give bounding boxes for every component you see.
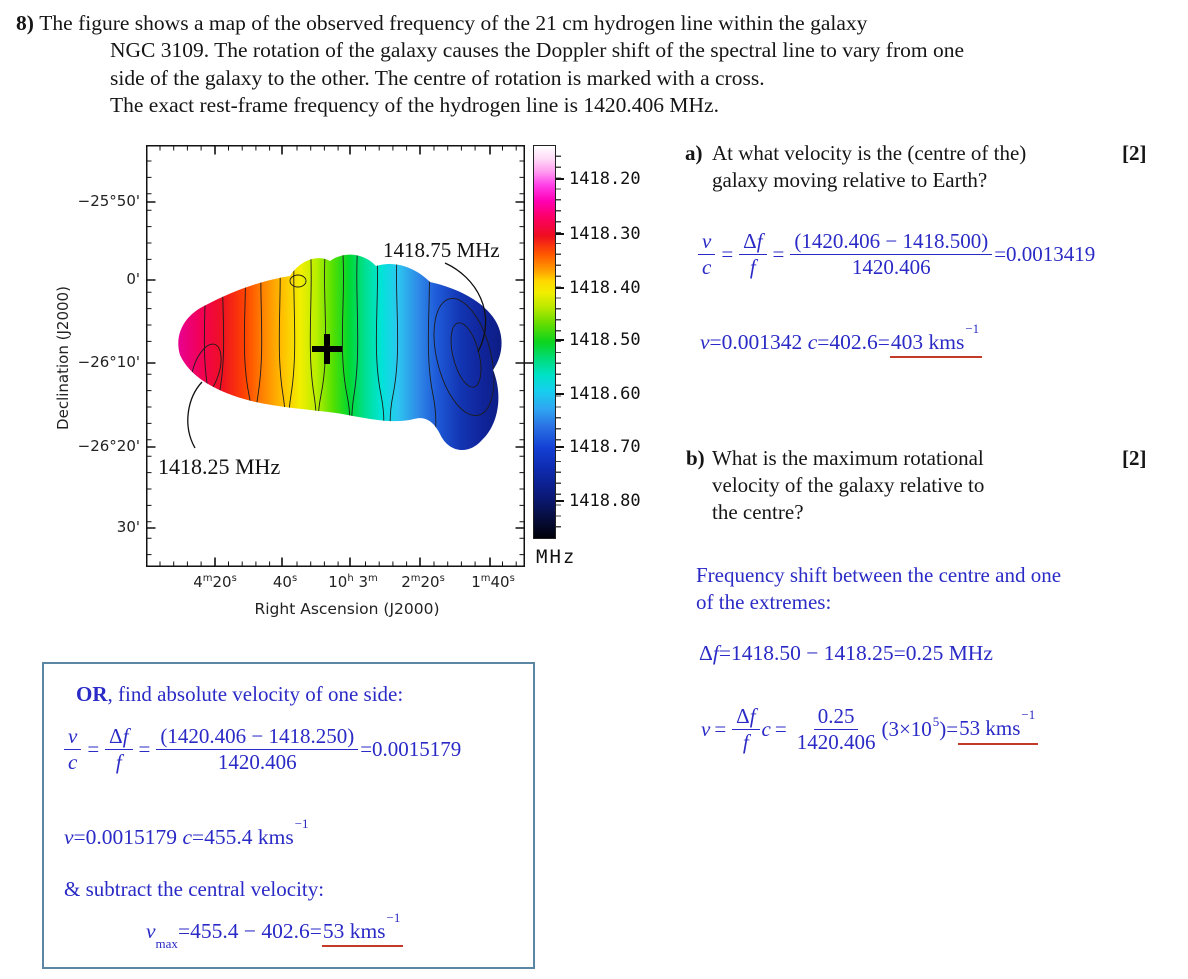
y-tick-label: −26°20' [77, 437, 140, 455]
part-a-question-line-2: galaxy moving relative to Earth? [712, 168, 988, 192]
colorbar-tick-label: 1418.70 [556, 437, 641, 457]
question-line-2: NGC 3109. The rotation of the galaxy cau… [110, 38, 964, 62]
part-b-marks: [2] [1122, 446, 1147, 470]
part-b-answer-equation: v = Δf f c = 0.25 1420.406 (3×10 5)= 53 kms… [701, 705, 1039, 754]
part-b-question-line-3: the centre? [712, 500, 804, 524]
annotation-leader-line-high [444, 262, 487, 353]
part-b-note-line-1: Frequency shift between the centre and o… [696, 563, 1062, 587]
part-a-marks: [2] [1122, 141, 1147, 165]
plot-frame [146, 145, 525, 567]
part-a-answer: 403 kms−1 [889, 321, 983, 359]
part-b-delta-equation: Δf=1418.50 − 1418.25=0.25 MHz [699, 641, 993, 665]
colorbar-tick-label: 1418.40 [556, 278, 641, 298]
or-final-answer: 53 kms−1 [321, 910, 404, 948]
y-tick-label: −25°50' [77, 192, 140, 210]
part-b-note-line-2: of the extremes: [696, 590, 832, 614]
colorbar-tick [556, 446, 564, 448]
colorbar-unit: MHz [536, 546, 577, 568]
colorbar [533, 145, 556, 539]
annotation-high-frequency: 1418.75 MHz [383, 238, 500, 262]
x-tick-label: 2m20s [401, 573, 445, 591]
x-tick-label: 1m40s [471, 573, 515, 591]
colorbar-tick-label: 1418.30 [556, 224, 641, 244]
part-b-question-line-2: velocity of the galaxy relative to [712, 473, 985, 497]
question-line-4: The exact rest-frame frequency of the hy… [110, 93, 719, 117]
or-final-answer-line: vmax=455.4 − 402.6=53 kms−1 [146, 910, 404, 951]
part-b-answer: 53 kms−1 [958, 707, 1039, 745]
part-a-answer-line: v=0.001342 c=402.6=403 kms−1 [700, 321, 983, 359]
alternative-method-box: OR, find absolute velocity of one side: … [42, 662, 535, 969]
colorbar-tick-label: 1418.60 [556, 384, 641, 404]
annotation-low-frequency: 1418.25 MHz [158, 454, 281, 479]
y-tick-label: −26°10' [77, 353, 140, 371]
part-b-label: b) [686, 446, 705, 470]
colorbar-tick [556, 233, 564, 235]
part-b-question-line-1: What is the maximum rotational [712, 446, 984, 470]
galaxy-blob [178, 254, 502, 451]
part-a-question-line-1: At what velocity is the (centre of the) [712, 141, 1027, 165]
question-number: 8) [16, 11, 34, 35]
galaxy-frequency-map [146, 145, 534, 567]
x-tick-label: 4m20s [193, 573, 237, 591]
colorbar-tick [556, 500, 564, 502]
colorbar-tick [556, 287, 564, 289]
x-tick-label: 10h 3m [328, 573, 378, 591]
rotation-centre-cross-marker [312, 334, 342, 364]
y-tick-label: 30' [116, 518, 140, 536]
question-line-1: 8) The figure shows a map of the observe… [16, 11, 868, 35]
or-note: & subtract the central velocity: [64, 877, 325, 901]
y-tick-label: 0' [126, 270, 140, 288]
colorbar-minor-ticks [556, 146, 561, 536]
question-line-3: side of the galaxy to the other. The cen… [110, 66, 765, 90]
part-a-label: a) [685, 141, 703, 165]
colorbar-tick [556, 178, 564, 180]
colorbar-tick-label: 1418.50 [556, 330, 641, 350]
or-box-title: OR, find absolute velocity of one side: [76, 682, 404, 706]
colorbar-tick [556, 339, 564, 341]
x-axis-title: Right Ascension (J2000) [254, 600, 440, 618]
annotation-leader-line-low [187, 381, 203, 449]
or-velocity-line: v=0.0015179 c=455.4 kms−1 [64, 816, 309, 850]
colorbar-tick-label: 1418.80 [556, 491, 641, 511]
colorbar-tick-label: 1418.20 [556, 169, 641, 189]
colorbar-tick [556, 393, 564, 395]
axis-ticks [146, 145, 534, 567]
x-tick-label: 40s [272, 573, 298, 591]
